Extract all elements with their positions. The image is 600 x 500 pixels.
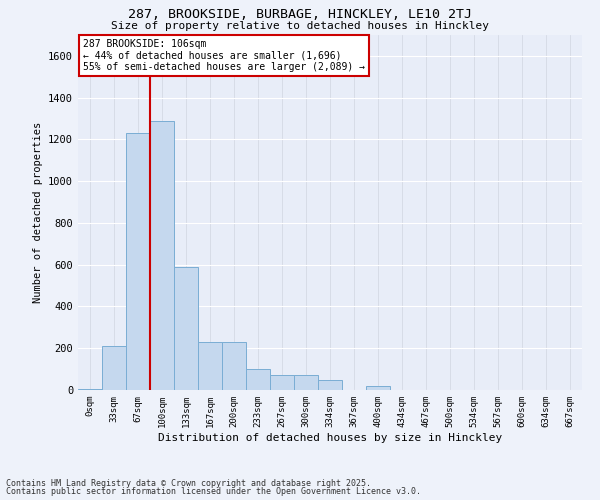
Bar: [126, 133, 150, 390]
Text: 287, BROOKSIDE, BURBAGE, HINCKLEY, LE10 2TJ: 287, BROOKSIDE, BURBAGE, HINCKLEY, LE10 …: [128, 8, 472, 20]
Bar: [366, 386, 390, 390]
Bar: [318, 380, 342, 390]
Bar: [174, 267, 198, 390]
Bar: [222, 342, 246, 390]
Text: Size of property relative to detached houses in Hinckley: Size of property relative to detached ho…: [111, 21, 489, 31]
Text: 287 BROOKSIDE: 106sqm
← 44% of detached houses are smaller (1,696)
55% of semi-d: 287 BROOKSIDE: 106sqm ← 44% of detached …: [83, 38, 365, 72]
X-axis label: Distribution of detached houses by size in Hinckley: Distribution of detached houses by size …: [158, 432, 502, 442]
Text: Contains public sector information licensed under the Open Government Licence v3: Contains public sector information licen…: [6, 487, 421, 496]
Bar: [294, 376, 318, 390]
Bar: [246, 369, 270, 390]
Bar: [78, 389, 102, 390]
Bar: [102, 346, 126, 390]
Bar: [198, 342, 222, 390]
Bar: [150, 120, 174, 390]
Y-axis label: Number of detached properties: Number of detached properties: [32, 122, 43, 303]
Text: Contains HM Land Registry data © Crown copyright and database right 2025.: Contains HM Land Registry data © Crown c…: [6, 478, 371, 488]
Bar: [270, 376, 294, 390]
